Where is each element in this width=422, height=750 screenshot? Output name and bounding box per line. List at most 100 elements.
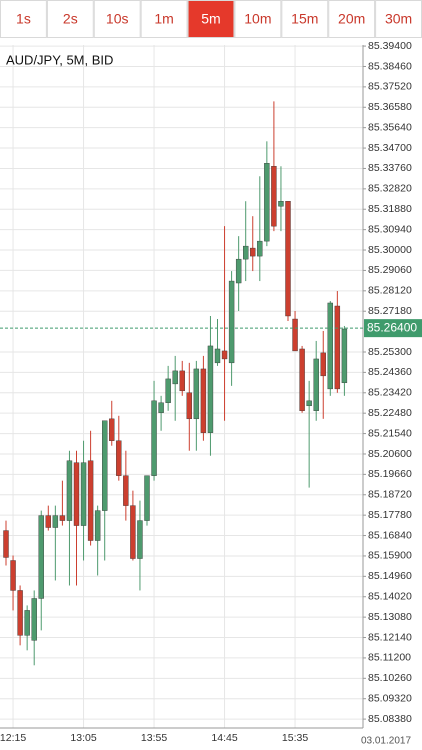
candle-body [24, 610, 30, 636]
timeframe-button[interactable] [0, 0, 47, 38]
timeframe-button[interactable] [187, 0, 235, 38]
y-tick-label: 85.14960 [368, 570, 412, 582]
timeframe-button[interactable] [281, 0, 329, 38]
y-tick-label: 85.12140 [368, 631, 412, 643]
candle-body [109, 418, 115, 441]
candle-body [193, 368, 200, 420]
candle-body [221, 350, 228, 360]
candle-body [306, 400, 312, 407]
toolbar: 1s 2s 10s 1m 5m 10m 15m 20m 30m [0, 0, 422, 38]
chart-title: AUD/JPY, 5M, BID [6, 52, 113, 67]
candle-body [3, 530, 9, 558]
timeframe-label[interactable]: 10s [106, 11, 129, 27]
candle-body [320, 352, 326, 377]
current-price-label: 85.26400 [367, 320, 417, 334]
candle-body [101, 420, 108, 511]
candle-body [94, 510, 101, 541]
candle-body [200, 368, 207, 433]
y-tick-label: 85.15900 [368, 550, 412, 562]
candle-body [59, 515, 66, 521]
x-tick-label: 12:15 [0, 732, 26, 744]
timeframe-label[interactable]: 1s [16, 11, 31, 27]
y-tick-label: 85.09320 [368, 692, 412, 704]
y-tick-label: 85.39400 [368, 40, 412, 52]
candle-body [130, 505, 136, 559]
y-tick-label: 85.23420 [368, 387, 412, 399]
timeframe-label[interactable]: 2s [63, 11, 78, 27]
y-tick-label: 85.32820 [368, 183, 412, 195]
timeframe-button[interactable] [234, 0, 282, 38]
y-tick-label: 85.36580 [368, 101, 412, 113]
candle-body [73, 462, 80, 526]
candle-body [278, 201, 284, 207]
y-tick-label: 85.28120 [368, 285, 412, 297]
y-tick-label: 85.19660 [368, 468, 412, 480]
candle-body [123, 475, 129, 506]
timeframe-button[interactable] [328, 0, 376, 38]
y-tick-label: 85.11200 [368, 652, 411, 664]
candle-body [10, 560, 16, 591]
candle-body [158, 402, 164, 413]
x-tick-label: 13:55 [141, 732, 167, 744]
y-tick-label: 85.10260 [368, 672, 412, 684]
candle-body [87, 460, 94, 541]
candle-body [235, 258, 242, 284]
candle-body [271, 166, 277, 227]
timeframe-label[interactable]: 5m [201, 11, 220, 27]
candle-body [228, 280, 235, 364]
y-tick-label: 85.29060 [368, 264, 412, 276]
timeframe-button[interactable] [93, 0, 141, 38]
timeframe-label[interactable]: 10m [244, 11, 271, 27]
current-price-box [364, 319, 422, 338]
candle-body [242, 245, 249, 260]
x-tick-label: 15:35 [282, 732, 308, 744]
timeframe-label[interactable]: 15m [291, 11, 318, 27]
y-tick-label: 85.30000 [368, 244, 412, 256]
candle-body [334, 305, 341, 390]
y-tick-label: 85.22480 [368, 407, 412, 419]
candle-body [31, 598, 37, 641]
y-tick-label: 85.20600 [368, 448, 412, 460]
candle-body [144, 475, 150, 521]
y-tick-label: 85.13080 [368, 611, 412, 623]
candle-body [52, 515, 59, 528]
timeframe-label[interactable]: 1m [154, 11, 173, 27]
date-label: 03.01.2017 [361, 736, 411, 747]
candle-body [257, 240, 263, 257]
timeframe-label[interactable]: 20m [338, 11, 365, 27]
candle-body [186, 392, 193, 420]
candle-body [250, 247, 256, 257]
timeframe-label[interactable]: 30m [385, 11, 412, 27]
candle-body [214, 348, 221, 364]
y-tick-label: 85.35640 [368, 121, 412, 133]
y-tick-label: 85.27180 [368, 305, 412, 317]
y-tick-label: 85.08380 [368, 713, 412, 725]
candle-body [165, 378, 171, 403]
candle-body [66, 460, 73, 521]
y-tick-label: 85.37520 [368, 81, 412, 93]
candle-body [116, 440, 122, 476]
y-tick-label: 85.17780 [368, 509, 412, 521]
candle-body [292, 318, 298, 352]
candle-body [151, 400, 157, 476]
y-tick-label: 85.38460 [368, 60, 412, 72]
candle-body [45, 515, 51, 528]
timeframe-button[interactable] [46, 0, 94, 38]
candle-body [137, 520, 143, 559]
y-tick-label: 85.31880 [368, 203, 412, 215]
y-tick-label: 85.21540 [368, 427, 412, 439]
candle-body [80, 462, 87, 526]
y-tick-label: 85.25300 [368, 346, 412, 358]
candle-body [341, 328, 348, 384]
candle-body [179, 370, 185, 392]
timeframe-button[interactable] [375, 0, 422, 38]
y-tick-label: 85.24360 [368, 366, 412, 378]
y-tick-label: 85.30940 [368, 223, 412, 235]
y-tick-label: 85.34700 [368, 142, 412, 154]
candle-body [264, 163, 270, 242]
candle-body [38, 515, 44, 599]
timeframe-button[interactable] [140, 0, 188, 38]
y-tick-label: 85.14020 [368, 591, 412, 603]
candle-body [313, 358, 319, 411]
